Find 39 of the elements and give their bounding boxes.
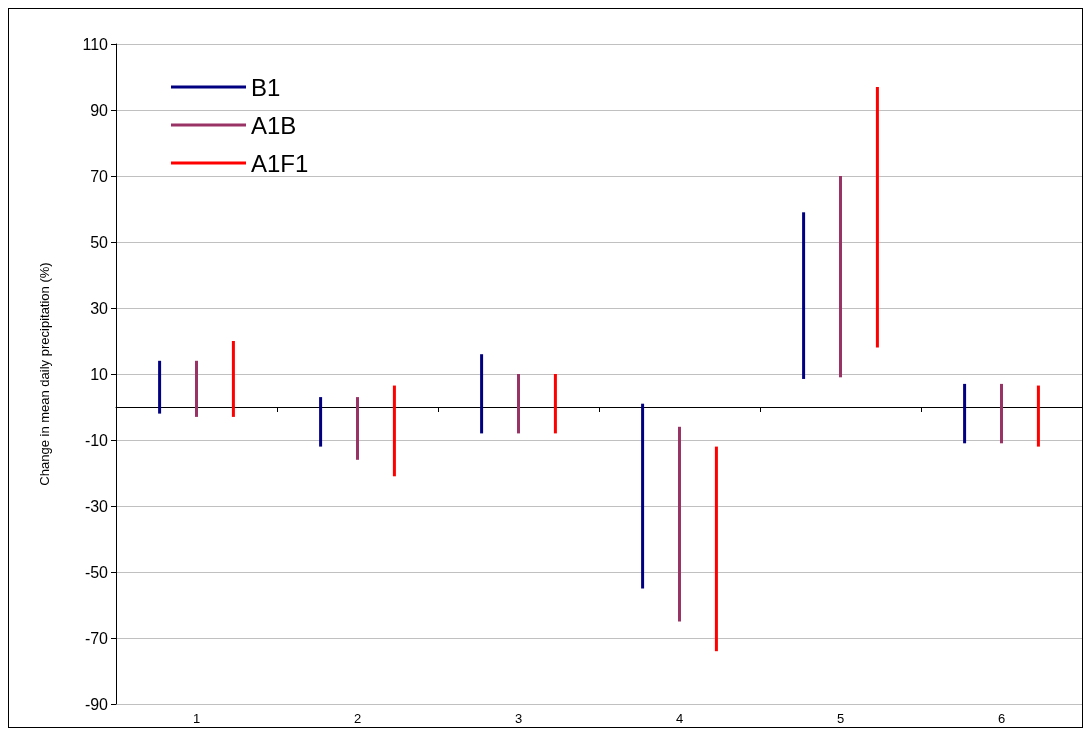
x-tick-label: 4	[675, 711, 684, 726]
x-tick-label: 1	[192, 711, 201, 726]
x-tick-label: 5	[836, 711, 845, 726]
bar	[158, 360, 162, 414]
y-tick-label: -30	[84, 497, 109, 515]
y-tick-label: 90	[90, 101, 109, 119]
x-tick-label: 3	[514, 711, 523, 726]
y-tick-label: 110	[82, 35, 109, 53]
y-tick-label: 10	[90, 365, 109, 383]
legend-label: A1B	[251, 111, 297, 139]
bar	[319, 397, 323, 447]
bar	[356, 397, 359, 460]
bar	[517, 374, 520, 434]
y-tick-label: -70	[84, 629, 109, 647]
bar	[231, 341, 235, 417]
bar	[875, 86, 879, 348]
bar	[641, 403, 645, 589]
y-tick-label: -50	[84, 563, 109, 581]
bar	[963, 383, 967, 444]
y-axis-title: Change in mean daily precipitation (%)	[37, 262, 52, 486]
bar	[553, 374, 557, 434]
bar	[678, 426, 681, 622]
bar	[714, 446, 718, 652]
y-tick-label: -90	[84, 695, 109, 713]
y-tick-label: 50	[90, 233, 109, 251]
bar	[392, 385, 396, 477]
y-tick-label: 30	[90, 299, 109, 317]
bar	[1036, 385, 1040, 447]
y-tick-label: 70	[90, 167, 109, 185]
y-tick-label: -10	[84, 431, 109, 449]
legend-label: B1	[251, 73, 281, 101]
bar	[480, 354, 484, 434]
bar	[839, 176, 842, 378]
bar	[802, 212, 806, 379]
bar	[1000, 383, 1003, 444]
legend-label: A1F1	[251, 149, 309, 177]
x-tick-label: 6	[997, 711, 1006, 726]
x-tick-label: 2	[353, 711, 362, 726]
bar	[195, 360, 198, 417]
